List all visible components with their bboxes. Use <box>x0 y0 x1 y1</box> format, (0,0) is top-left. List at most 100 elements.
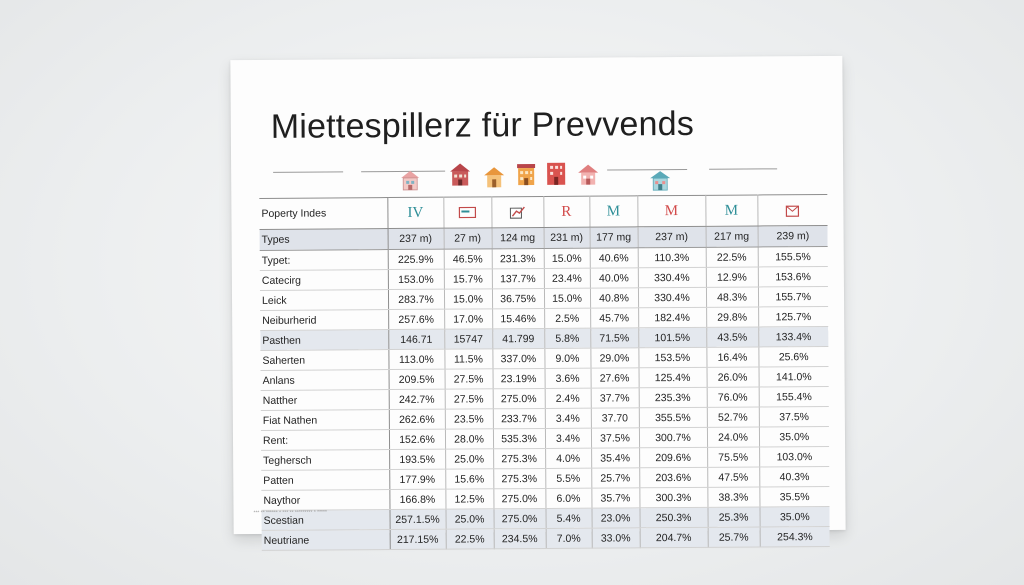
table-row: Neutriane 217.15% 22.5% 234.5% 7.0% 33.0% 204.… <box>261 526 830 551</box>
table-cell: 28.0% <box>444 428 494 450</box>
table-cell: 155.5% <box>757 246 828 267</box>
row-label: Catecirg <box>259 269 388 291</box>
table-cell: 12.9% <box>705 266 758 288</box>
table-cell: 15747 <box>444 328 493 350</box>
table-cell: 40.0% <box>589 267 638 289</box>
table-cell: 337.0% <box>492 348 545 369</box>
table-cell: 2.4% <box>544 388 591 409</box>
table-cell: 35.0% <box>758 426 830 447</box>
table-cell: 182.4% <box>638 307 707 328</box>
table-cell: 110.3% <box>637 247 706 268</box>
row-label: Patten <box>261 469 390 491</box>
table-cell: 204.7% <box>639 527 708 548</box>
iv-marker-icon: IV <box>407 204 424 221</box>
table-cell: 355.5% <box>638 407 707 428</box>
table-cell: 25.7% <box>707 526 760 548</box>
row-label: Teghersch <box>261 449 390 471</box>
orange-house-icon <box>484 167 505 188</box>
m-letter-teal-icon: M <box>724 202 739 219</box>
table-cell: 12.5% <box>445 488 494 510</box>
table-cell: 23.19% <box>492 368 545 389</box>
table-cell: 124 mg <box>491 227 544 249</box>
footnote: *** ** ****** * *** ** ********* * ***** <box>253 509 327 516</box>
row-label: Leick <box>259 289 389 311</box>
orange-building-icon <box>517 164 536 186</box>
table-cell: 25.0% <box>445 448 494 470</box>
card-icon <box>458 206 477 219</box>
table-cell: 5.8% <box>544 328 591 349</box>
r-letter-icon: R <box>561 203 572 220</box>
table-cell: 15.0% <box>543 288 591 309</box>
table-cell: 217 mg <box>705 225 758 248</box>
table-cell: 203.6% <box>639 467 708 488</box>
table-cell: 15.6% <box>445 468 494 490</box>
table-cell: 209.5% <box>388 369 445 390</box>
m-letter-icon: M <box>606 202 621 220</box>
row-label: Neutriane <box>261 529 390 551</box>
table-cell: 239 m) <box>757 225 828 247</box>
table-cell: 535.3% <box>492 428 546 449</box>
table-cell: 75.5% <box>707 446 760 468</box>
table-cell: 17.0% <box>444 308 493 330</box>
table-cell: 37.5% <box>758 406 829 427</box>
column-icon-cell: M <box>637 195 706 227</box>
column-icon-cell: M <box>589 195 638 228</box>
row-label: Fiat Nathen <box>260 409 389 431</box>
red-house-icon <box>450 163 471 186</box>
table-cell: 40.3% <box>759 466 830 487</box>
row-label: Typet: <box>259 249 388 271</box>
table-cell: 235.3% <box>638 387 707 408</box>
table-cell: 113.0% <box>388 349 445 370</box>
row-label: Naythor <box>261 489 390 511</box>
table-cell: 257.1.5% <box>389 509 446 530</box>
mail-box-icon <box>786 205 800 217</box>
table-cell: 234.5% <box>493 528 546 549</box>
row-label: Saherten <box>260 349 389 371</box>
table-cell: 275.0% <box>492 388 545 409</box>
table-cell: 15.0% <box>543 248 590 269</box>
table-cell: 257.6% <box>388 309 445 330</box>
teal-house-icon <box>650 171 671 191</box>
table-cell: 37.7% <box>590 387 639 409</box>
table-cell: 35.4% <box>591 447 640 469</box>
table-cell: 133.4% <box>758 326 829 347</box>
table-cell: 155.4% <box>758 386 829 407</box>
table-cell: 152.6% <box>388 429 446 450</box>
column-icon-cell: IV <box>387 197 444 229</box>
table-cell: 225.9% <box>387 249 444 270</box>
table-cell: 15.0% <box>443 288 493 310</box>
table-cell: 262.6% <box>388 409 445 430</box>
table-cell: 153.6% <box>757 266 828 287</box>
table-cell: 24.0% <box>706 426 760 448</box>
table-cell: 177.9% <box>389 469 446 490</box>
table-cell: 48.3% <box>705 286 759 308</box>
table-cell: 6.0% <box>545 488 592 509</box>
table-cell: 103.0% <box>759 446 830 467</box>
table-cell: 23.0% <box>591 507 640 529</box>
table-cell: 38.3% <box>707 486 760 508</box>
table-cell: 330.4% <box>637 267 706 288</box>
table-cell: 76.0% <box>706 386 759 408</box>
table-cell: 11.5% <box>444 348 493 370</box>
table-cell: 330.4% <box>637 287 707 308</box>
table-cell: 101.5% <box>638 327 707 348</box>
table-cell: 237 m) <box>387 228 444 250</box>
table-cell: 35.7% <box>591 487 640 509</box>
table-cell: 125.4% <box>638 367 707 388</box>
chart-arrow-icon <box>509 206 525 219</box>
table-cell: 25.7% <box>591 467 640 489</box>
table-cell: 275.0% <box>493 488 546 509</box>
table-cell: 193.5% <box>389 449 446 470</box>
row-label: Neiburherid <box>260 309 389 331</box>
table-cell: 37.5% <box>590 427 640 449</box>
property-table: Poperty Indes IV R M M M Types 23 <box>259 194 830 551</box>
table-cell: 41.799 <box>492 328 545 349</box>
table-cell: 231 m) <box>543 227 590 249</box>
table-cell: 22.5% <box>705 246 758 268</box>
pink-house-icon <box>401 170 420 191</box>
row-label: Anlans <box>260 369 389 391</box>
column-icon-cell: R <box>543 196 590 228</box>
table-cell: 5.5% <box>545 468 592 489</box>
icon-header-row: Poperty Indes IV R M M M <box>259 194 828 230</box>
table-cell: 275.3% <box>493 448 546 469</box>
